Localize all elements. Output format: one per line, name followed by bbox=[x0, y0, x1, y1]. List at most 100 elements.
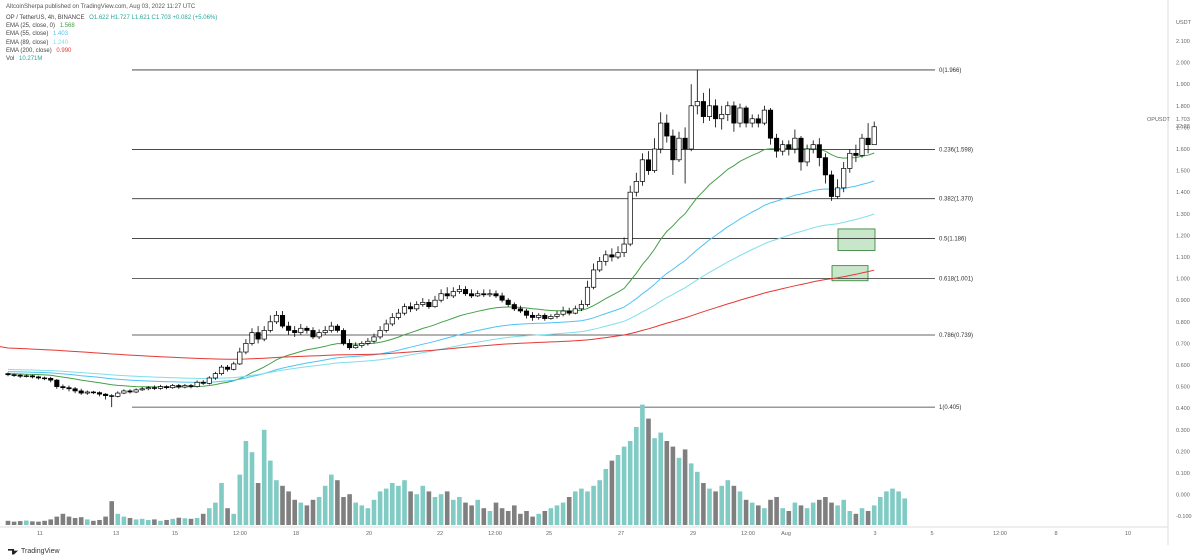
candle-body bbox=[164, 386, 170, 389]
symbol-axis-label: OPUSDT bbox=[1147, 117, 1171, 123]
volume-bar bbox=[383, 488, 389, 525]
time-tick-label: Aug bbox=[781, 531, 791, 537]
fib-label: 0.786(0.739) bbox=[939, 333, 973, 339]
candle-body bbox=[115, 392, 121, 397]
volume-bar bbox=[85, 519, 90, 525]
candle-body bbox=[279, 314, 286, 327]
volume-bar bbox=[652, 438, 657, 525]
candle-body bbox=[475, 293, 481, 297]
candle-body bbox=[780, 144, 786, 152]
candle-body bbox=[536, 314, 542, 318]
candle-body bbox=[365, 340, 371, 344]
volume-bar bbox=[743, 499, 749, 525]
candle-body bbox=[340, 330, 347, 344]
candle-body bbox=[109, 395, 115, 397]
volume-bar bbox=[365, 508, 371, 525]
candle-body bbox=[462, 289, 469, 295]
candle-body bbox=[835, 187, 841, 197]
volume-bar bbox=[66, 516, 72, 525]
time-tick-label: 5 bbox=[930, 531, 933, 537]
tradingview-logo-icon bbox=[8, 548, 18, 555]
fib-label: 0.618(1.001) bbox=[939, 276, 973, 282]
volume-bar bbox=[670, 446, 676, 525]
ema-lines bbox=[0, 147, 875, 388]
volume-bar bbox=[676, 457, 682, 525]
price-tick-label: 0.500 bbox=[1176, 385, 1190, 391]
candle-body bbox=[23, 375, 29, 377]
candle-body bbox=[35, 376, 42, 379]
ema55-value: 1.403 bbox=[53, 31, 69, 38]
countdown-label: 32:28 bbox=[1176, 124, 1190, 130]
price-tick-label: 0.100 bbox=[1176, 471, 1190, 477]
volume-bar bbox=[243, 441, 249, 525]
candle-body bbox=[133, 389, 139, 393]
candle-body bbox=[511, 304, 517, 310]
volume-bar bbox=[438, 494, 444, 525]
price-tick-label: 1.700 bbox=[1176, 125, 1190, 131]
candle-body bbox=[621, 243, 627, 254]
ema25-label: EMA (25, close, 0) bbox=[6, 23, 56, 30]
candle-body bbox=[249, 332, 255, 344]
candle-body bbox=[487, 293, 493, 296]
volume-bar bbox=[682, 449, 688, 525]
candle-body bbox=[530, 314, 536, 318]
volume-bar bbox=[621, 446, 627, 525]
candle-body bbox=[859, 137, 865, 156]
candle-body bbox=[523, 310, 530, 316]
ema25-value: 1.568 bbox=[59, 23, 75, 30]
price-tick-label: 1.600 bbox=[1176, 147, 1190, 153]
candle-body bbox=[548, 316, 554, 319]
time-tick-label: 10 bbox=[1125, 531, 1131, 537]
candle-body bbox=[499, 295, 505, 301]
candle-body bbox=[194, 381, 200, 387]
volume-bar bbox=[884, 491, 889, 525]
volume-bar bbox=[72, 518, 78, 525]
volume-bar bbox=[493, 502, 499, 525]
volume-bar bbox=[36, 521, 41, 525]
axis-unit-label: USDT bbox=[1176, 20, 1192, 26]
volume-bar bbox=[11, 521, 17, 525]
candle-body bbox=[560, 310, 566, 315]
candle-body bbox=[591, 269, 597, 288]
time-tick-label: 18 bbox=[293, 531, 299, 537]
price-tick-label: 1.400 bbox=[1176, 190, 1190, 196]
volume-bar bbox=[347, 494, 352, 525]
candle-body bbox=[310, 330, 316, 338]
candle-body bbox=[798, 137, 804, 163]
volume-bar bbox=[585, 491, 590, 525]
price-tick-label: 0.000 bbox=[1176, 493, 1190, 499]
candle-body bbox=[72, 388, 78, 392]
candle-body bbox=[554, 313, 560, 317]
candle-body bbox=[542, 314, 548, 319]
volume-bar bbox=[847, 511, 853, 525]
volume-bar bbox=[737, 491, 743, 525]
candle-body bbox=[60, 386, 66, 389]
volume-bar bbox=[17, 521, 23, 525]
candle-body bbox=[231, 363, 237, 370]
volume-bar bbox=[414, 494, 419, 525]
volume-bar bbox=[152, 519, 157, 525]
price-tick-label: 0.600 bbox=[1176, 363, 1190, 369]
candle-body bbox=[395, 312, 401, 318]
candle-body bbox=[871, 126, 877, 146]
volume-label: Vol bbox=[6, 56, 15, 63]
volume-bar bbox=[426, 491, 432, 525]
candle-body bbox=[841, 168, 847, 189]
volume-bar bbox=[475, 499, 480, 525]
candle-body bbox=[103, 393, 109, 397]
volume-bar bbox=[158, 520, 163, 525]
volume-bar bbox=[146, 519, 151, 525]
volume-bar bbox=[762, 508, 767, 525]
ema-line bbox=[7, 180, 875, 383]
candlesticks bbox=[5, 69, 877, 408]
candle-body bbox=[700, 101, 706, 117]
candle-body bbox=[603, 254, 609, 262]
candle-body bbox=[633, 181, 639, 193]
support-zones bbox=[831, 228, 876, 282]
candle-body bbox=[426, 302, 432, 308]
fib-label: 0.382(1.370) bbox=[939, 197, 973, 203]
candle-body bbox=[767, 109, 774, 139]
volume-bar bbox=[103, 516, 108, 525]
price-tick-label: 1.200 bbox=[1176, 233, 1190, 239]
